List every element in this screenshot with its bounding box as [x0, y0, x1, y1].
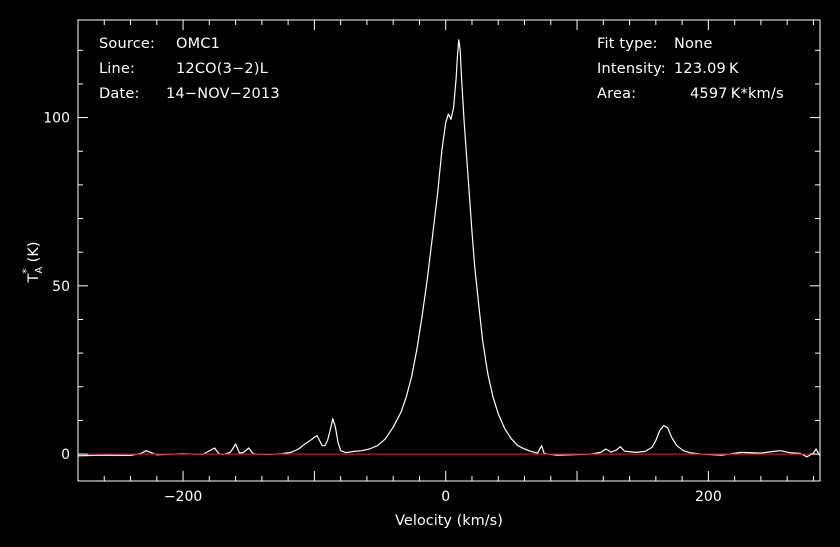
- x-tick-label: 200: [695, 489, 722, 505]
- source-label: Source:: [99, 36, 156, 52]
- line-value: 12CO(3−2)L: [176, 61, 268, 77]
- spectrum-line: [77, 39, 821, 458]
- x-axis-label: Velocity (km/s): [395, 513, 503, 529]
- y-tick-label: 0: [61, 447, 70, 463]
- area-value: 4597 K*km/s: [690, 86, 784, 102]
- area-label: Area:: [597, 86, 637, 102]
- intensity-value: 123.09 K: [674, 61, 739, 77]
- date-value: 14−NOV−2013: [166, 86, 280, 102]
- y-tick-label: 50: [52, 279, 70, 295]
- fit-type-value: None: [674, 36, 713, 52]
- y-axis-label: TA* (K): [20, 241, 45, 283]
- series-layer: [77, 39, 821, 458]
- x-tick-label: 0: [441, 489, 450, 505]
- y-tick-label: 100: [43, 111, 70, 127]
- y-axis-label-sup: *: [20, 268, 33, 274]
- date-label: Date:: [99, 86, 140, 102]
- x-tick-label: −200: [164, 489, 202, 505]
- y-axis-label-sub: A: [34, 267, 45, 274]
- y-axis-label-main: T: [26, 274, 42, 284]
- ticks-layer: −200 0 200 0 50 100: [43, 20, 820, 505]
- source-value: OMC1: [176, 36, 221, 52]
- y-axis-label-unit: (K): [26, 241, 42, 262]
- intensity-label: Intensity:: [597, 61, 666, 77]
- plot-frame: [77, 19, 821, 482]
- line-label: Line:: [99, 61, 136, 77]
- fit-type-label: Fit type:: [597, 36, 658, 52]
